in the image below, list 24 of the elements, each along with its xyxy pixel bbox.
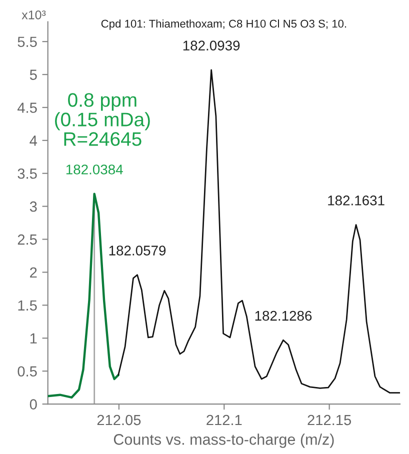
x-tick-label: 212.15 xyxy=(308,414,352,426)
y-tick-label: 3 xyxy=(30,201,37,212)
y-axis-title: x10³ xyxy=(22,10,46,20)
y-tick-label: 5.5 xyxy=(18,36,37,47)
x-tick-label: 212.05 xyxy=(97,414,141,426)
y-tick-label: 4 xyxy=(30,136,38,146)
annotation: 182.0579 xyxy=(109,246,166,256)
y-tick-label: 2 xyxy=(30,267,37,278)
y-tick-label: 1.5 xyxy=(18,300,37,311)
annotation: 182.0384 xyxy=(66,164,123,174)
y-tick-label: 0 xyxy=(30,399,37,410)
x-axis-title: Counts vs. mass-to-charge (m/z) xyxy=(114,434,334,448)
annotation: 182.0939 xyxy=(183,40,240,50)
y-tick-label: 1 xyxy=(30,333,37,344)
annotation: 182.1286 xyxy=(255,310,312,321)
annotation: 182.1631 xyxy=(328,196,384,206)
chart-title: Cpd 101: Thiamethoxam; C8 H10 Cl N5 O3 S; 10. xyxy=(101,19,346,30)
y-tick-label: 2.5 xyxy=(18,234,37,245)
annotation: 0.8 ppm (0.15 mDa) R=24645 xyxy=(55,93,150,146)
x-tick-label: 212.1 xyxy=(206,414,242,426)
y-tick-label: 3.5 xyxy=(18,168,37,179)
y-tick-label: 4.5 xyxy=(18,102,37,113)
y-tick-label: 5 xyxy=(30,70,37,80)
y-tick-label: 0.5 xyxy=(18,366,37,377)
